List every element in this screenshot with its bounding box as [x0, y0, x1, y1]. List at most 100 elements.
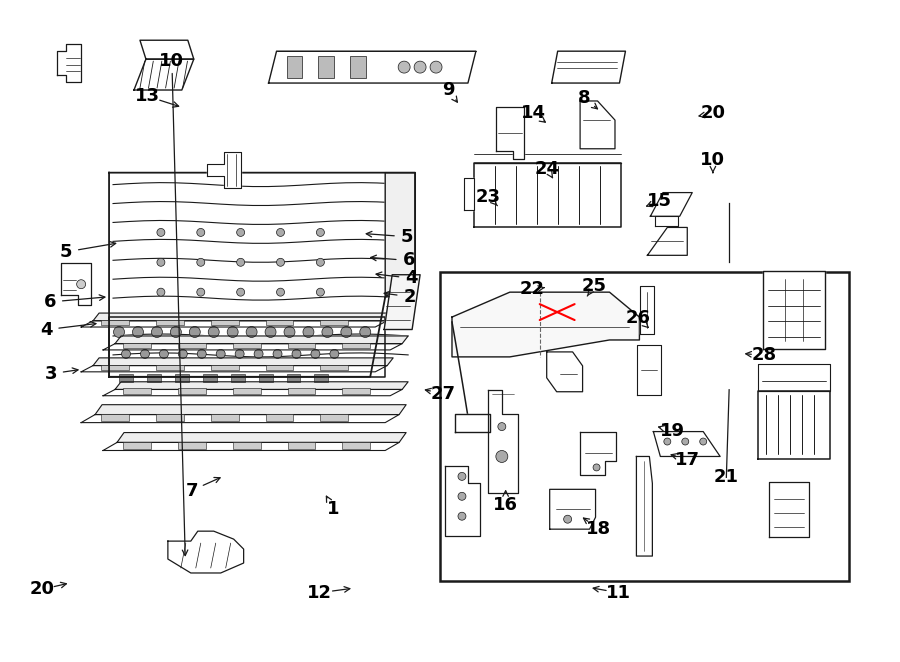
- Bar: [123, 389, 151, 394]
- Circle shape: [151, 326, 162, 338]
- Text: 21: 21: [714, 468, 739, 487]
- Bar: [211, 320, 239, 325]
- Text: 15: 15: [646, 192, 671, 210]
- Text: 10: 10: [159, 52, 184, 70]
- Bar: [101, 320, 129, 325]
- Polygon shape: [115, 382, 408, 389]
- Circle shape: [237, 228, 245, 236]
- Bar: [342, 343, 370, 348]
- Polygon shape: [552, 51, 626, 83]
- Text: 11: 11: [607, 584, 631, 602]
- Circle shape: [122, 350, 130, 358]
- Bar: [342, 442, 370, 448]
- Polygon shape: [93, 313, 393, 321]
- Circle shape: [414, 61, 426, 73]
- Circle shape: [189, 326, 201, 338]
- Polygon shape: [580, 432, 616, 475]
- Circle shape: [157, 228, 165, 236]
- Circle shape: [132, 326, 143, 338]
- Polygon shape: [134, 59, 194, 90]
- Polygon shape: [455, 414, 490, 432]
- Circle shape: [458, 473, 466, 481]
- Bar: [211, 365, 239, 370]
- Circle shape: [170, 326, 181, 338]
- Circle shape: [593, 464, 600, 471]
- Bar: [266, 414, 293, 420]
- Circle shape: [273, 350, 282, 358]
- Circle shape: [246, 326, 257, 338]
- Bar: [123, 343, 151, 348]
- Bar: [258, 374, 273, 382]
- Text: 24: 24: [535, 160, 560, 178]
- Polygon shape: [58, 44, 81, 82]
- Circle shape: [276, 228, 284, 236]
- Text: 13: 13: [135, 87, 160, 105]
- Bar: [175, 374, 189, 382]
- Text: 19: 19: [660, 422, 685, 440]
- Polygon shape: [636, 457, 652, 556]
- Bar: [342, 389, 370, 394]
- Bar: [233, 343, 261, 348]
- Circle shape: [216, 350, 225, 358]
- Polygon shape: [464, 178, 474, 209]
- Circle shape: [284, 326, 295, 338]
- Polygon shape: [168, 531, 244, 573]
- Circle shape: [197, 350, 206, 358]
- Circle shape: [430, 61, 442, 73]
- Text: 22: 22: [519, 281, 544, 299]
- Circle shape: [398, 61, 410, 73]
- Circle shape: [266, 326, 276, 338]
- Circle shape: [159, 350, 168, 358]
- Text: 7: 7: [185, 481, 198, 500]
- Polygon shape: [104, 344, 402, 350]
- Text: 5: 5: [59, 243, 72, 261]
- Polygon shape: [81, 321, 387, 327]
- Polygon shape: [81, 414, 400, 422]
- Polygon shape: [488, 390, 517, 493]
- Bar: [178, 389, 206, 394]
- Text: 28: 28: [752, 346, 777, 364]
- Circle shape: [330, 350, 338, 358]
- Circle shape: [113, 326, 124, 338]
- Bar: [286, 374, 301, 382]
- Text: 25: 25: [582, 277, 607, 295]
- Circle shape: [317, 228, 324, 236]
- Text: 6: 6: [43, 293, 56, 311]
- Bar: [287, 442, 315, 448]
- Bar: [266, 320, 293, 325]
- Polygon shape: [117, 432, 406, 442]
- Bar: [178, 442, 206, 448]
- Polygon shape: [580, 101, 615, 149]
- Circle shape: [140, 350, 149, 358]
- Bar: [286, 56, 302, 78]
- Polygon shape: [474, 163, 622, 228]
- Text: 20: 20: [30, 581, 54, 598]
- Bar: [350, 56, 366, 78]
- Polygon shape: [758, 364, 830, 391]
- Bar: [101, 414, 129, 420]
- Circle shape: [317, 258, 324, 266]
- Bar: [101, 365, 129, 370]
- Bar: [156, 320, 184, 325]
- Bar: [202, 374, 217, 382]
- Polygon shape: [546, 352, 582, 392]
- Text: 12: 12: [308, 584, 332, 602]
- Bar: [147, 374, 161, 382]
- Bar: [123, 442, 151, 448]
- Circle shape: [699, 438, 707, 445]
- Circle shape: [157, 288, 165, 296]
- Text: 26: 26: [626, 309, 651, 328]
- Text: 23: 23: [476, 187, 501, 205]
- Circle shape: [76, 280, 86, 289]
- Polygon shape: [61, 263, 91, 305]
- Text: 3: 3: [44, 365, 57, 383]
- Bar: [156, 365, 184, 370]
- Text: 2: 2: [403, 288, 416, 306]
- Bar: [319, 56, 335, 78]
- Polygon shape: [445, 467, 480, 536]
- Bar: [233, 389, 261, 394]
- Polygon shape: [651, 193, 692, 216]
- Polygon shape: [140, 40, 194, 59]
- Polygon shape: [647, 228, 688, 256]
- Polygon shape: [115, 336, 408, 344]
